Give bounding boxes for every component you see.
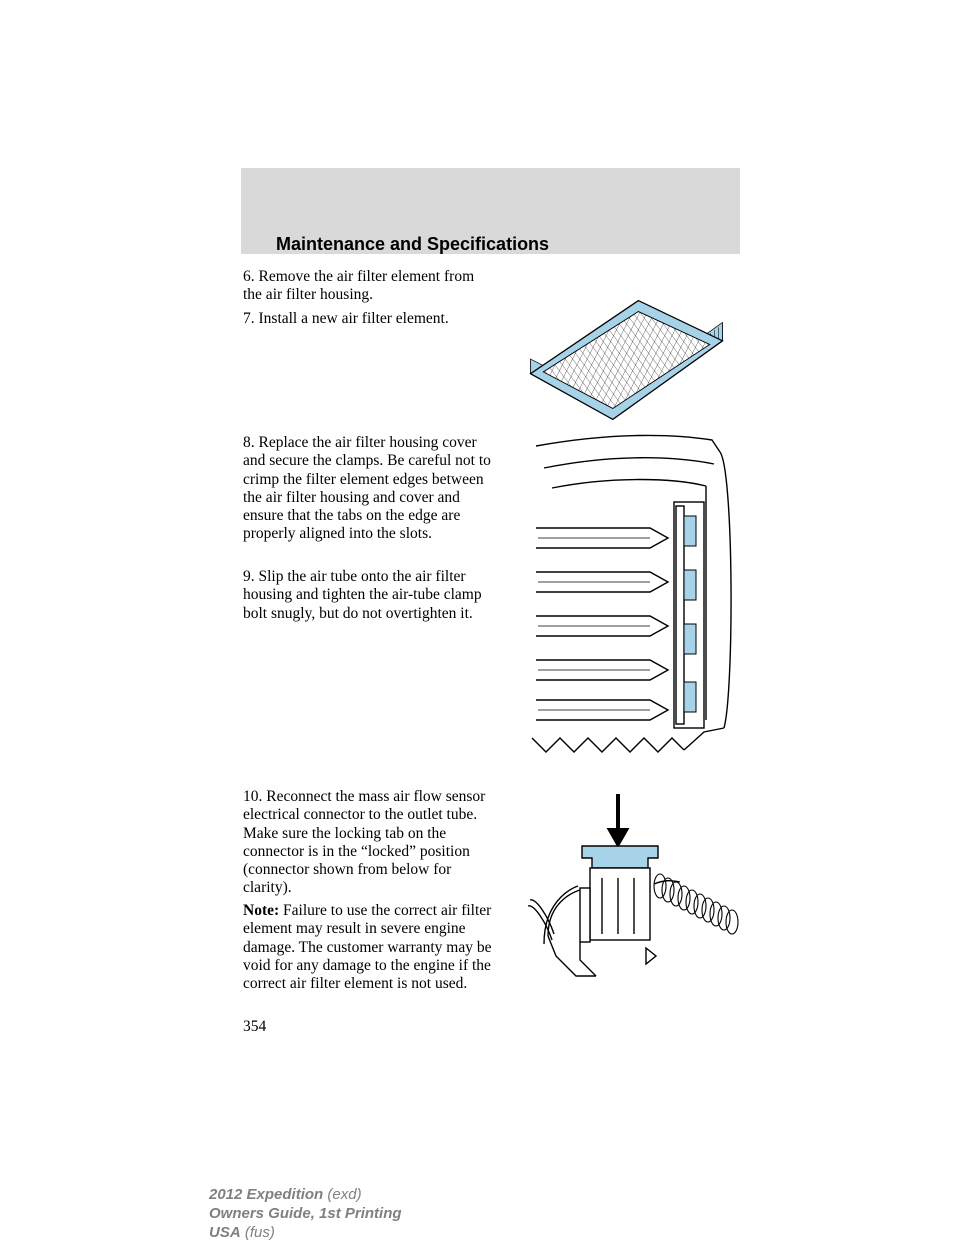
section-title: Maintenance and Specifications — [276, 234, 549, 255]
step-9: 9. Slip the air tube onto the air filter… — [243, 568, 495, 623]
footer-guide: Owners Guide, 1st Printing — [209, 1205, 402, 1222]
page-number: 354 — [243, 1018, 266, 1036]
step-8: 8. Replace the air filter housing cover … — [243, 434, 495, 544]
air-filter-housing-diagram — [524, 432, 740, 770]
footer-region: USA — [209, 1224, 241, 1241]
mass-air-flow-connector-diagram — [520, 788, 740, 988]
step-7: 7. Install a new air filter element. — [243, 310, 495, 328]
note-body: Failure to use the correct air filter el… — [243, 902, 491, 992]
footer-model-code: (exd) — [323, 1186, 361, 1203]
step-6: 6. Remove the air filter element from th… — [243, 268, 495, 305]
note-block: Note: Failure to use the correct air fil… — [243, 902, 495, 993]
air-filter-element-diagram — [513, 264, 740, 424]
step-10: 10. Reconnect the mass air flow sensor e… — [243, 788, 495, 898]
footer-block: 2012 Expedition (exd) Owners Guide, 1st … — [209, 1186, 402, 1242]
footer-model: 2012 Expedition — [209, 1186, 323, 1203]
manual-page: Maintenance and Specifications 6. Remove… — [0, 0, 954, 1235]
note-label: Note: — [243, 902, 279, 919]
footer-region-code: (fus) — [241, 1224, 275, 1241]
